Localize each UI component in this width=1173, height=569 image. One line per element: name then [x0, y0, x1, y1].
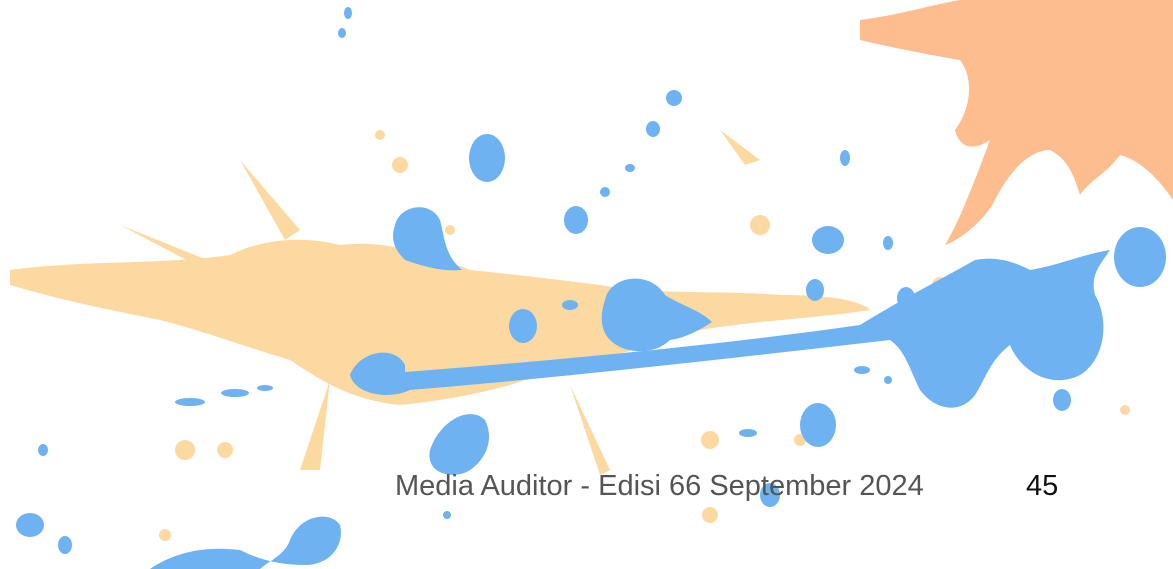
footer-text: Media Auditor - Edisi 66 September 2024: [395, 470, 924, 503]
page: Media Auditor - Edisi 66 September 2024 …: [0, 0, 1173, 569]
page-number: 45: [1026, 470, 1058, 503]
orange-splash: [860, 0, 1173, 245]
